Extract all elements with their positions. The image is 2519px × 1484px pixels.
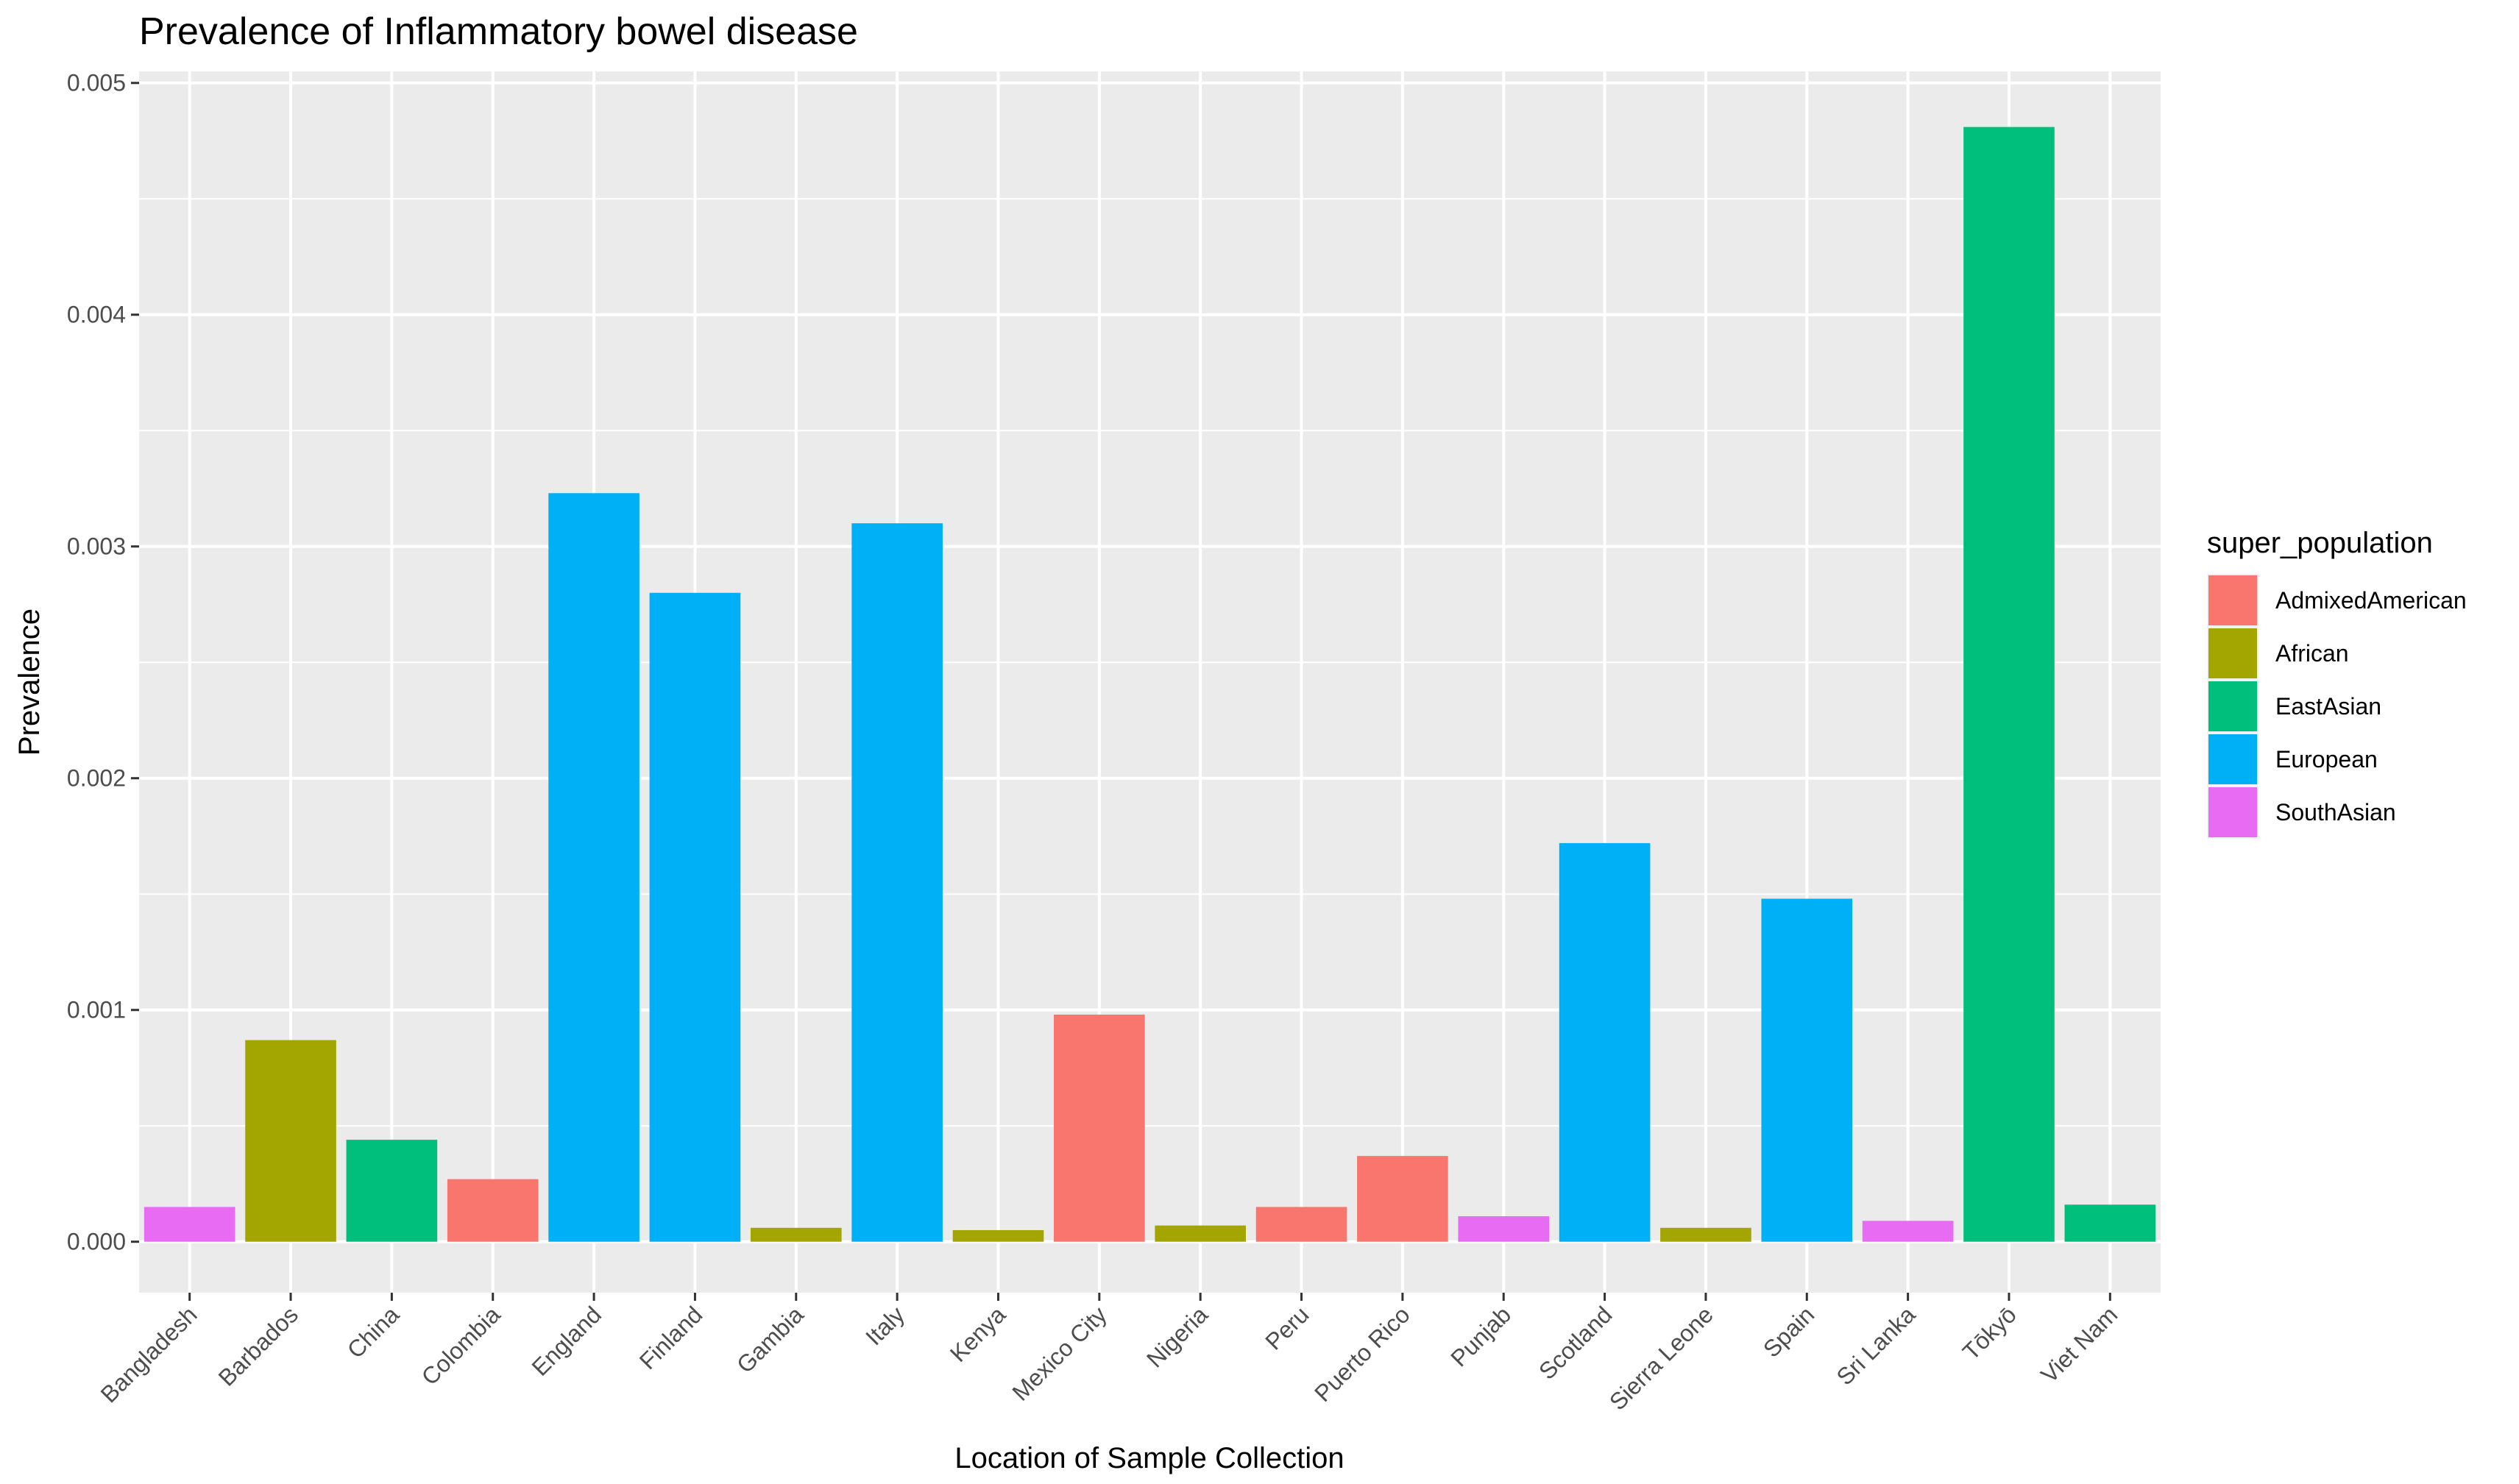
x-axis: Bangladesh Barbados China Colombia England Fi… <box>96 1293 2122 1416</box>
bar-finland <box>649 592 741 1242</box>
bar-mexico-city <box>1054 1015 1145 1242</box>
legend-swatch <box>2208 575 2257 625</box>
y-tick-label: 0.003 <box>67 533 126 560</box>
bar-china <box>346 1140 438 1242</box>
x-tick-label: Tōkyō <box>1958 1301 2022 1365</box>
legend-swatch <box>2208 734 2257 784</box>
bar-t-ky- <box>1963 127 2055 1242</box>
legend-label: European <box>2275 746 2378 773</box>
legend-label: SouthAsian <box>2275 799 2396 826</box>
chart-title: Prevalence of Inflammatory bowel disease <box>139 10 858 53</box>
legend-label: African <box>2275 640 2349 667</box>
x-tick-label: Sri Lanka <box>1832 1301 1921 1390</box>
legend-title: super_population <box>2207 527 2433 559</box>
plot-panel <box>139 71 2161 1293</box>
bar-kenya <box>952 1229 1044 1242</box>
bar-italy <box>851 523 943 1242</box>
x-tick-label: Spain <box>1758 1301 1819 1362</box>
y-axis-title: Prevalence <box>13 608 46 756</box>
bar-spain <box>1761 898 1853 1242</box>
x-tick-label: Sierra Leone <box>1604 1301 1718 1415</box>
legend-swatch <box>2208 787 2257 837</box>
bar-scotland <box>1559 842 1651 1242</box>
x-axis-title: Location of Sample Collection <box>954 1442 1344 1474</box>
bar-sri-lanka <box>1862 1221 1954 1242</box>
bar-viet-nam <box>2064 1204 2156 1242</box>
legend-items: AdmixedAmerican African EastAsian European S… <box>2207 574 2467 839</box>
x-tick-label: Mexico City <box>1007 1301 1111 1405</box>
x-tick-label: Barbados <box>213 1301 303 1391</box>
x-tick-label: England <box>527 1301 606 1380</box>
bar-peru <box>1255 1207 1347 1242</box>
x-tick-label: Bangladesh <box>96 1301 202 1407</box>
y-tick-label: 0.004 <box>67 302 126 328</box>
x-tick-label: Scotland <box>1534 1301 1618 1385</box>
bar-england <box>548 493 640 1242</box>
y-tick-label: 0.000 <box>67 1229 126 1255</box>
bar-puerto-rico <box>1357 1156 1448 1242</box>
bar-bangladesh <box>144 1207 235 1242</box>
legend-swatch <box>2208 681 2257 731</box>
bar-punjab <box>1458 1216 1550 1242</box>
bar-barbados <box>245 1040 336 1242</box>
legend-label: EastAsian <box>2275 693 2381 720</box>
x-tick-label: Viet Nam <box>2036 1301 2122 1388</box>
y-tick-label: 0.005 <box>67 70 126 96</box>
bar-sierra-leone <box>1660 1227 1751 1242</box>
bars <box>144 127 2156 1242</box>
bar-gambia <box>750 1227 842 1242</box>
x-tick-label: Peru <box>1260 1301 1314 1355</box>
x-tick-label: Kenya <box>945 1301 1011 1367</box>
legend-label: AdmixedAmerican <box>2275 587 2467 614</box>
x-tick-label: Punjab <box>1445 1301 1516 1371</box>
legend: super_population AdmixedAmerican African E… <box>2207 527 2467 839</box>
x-tick-label: Italy <box>860 1301 910 1350</box>
x-tick-label: Colombia <box>417 1301 506 1390</box>
y-tick-label: 0.001 <box>67 997 126 1023</box>
x-tick-label: Finland <box>634 1301 708 1374</box>
x-tick-label: Nigeria <box>1141 1301 1213 1372</box>
y-tick-label: 0.002 <box>67 765 126 792</box>
x-tick-label: Gambia <box>731 1301 809 1378</box>
x-tick-label: China <box>342 1301 405 1363</box>
bar-colombia <box>447 1179 539 1242</box>
legend-swatch <box>2208 628 2257 678</box>
bar-nigeria <box>1155 1225 1246 1242</box>
x-tick-label: Puerto Rico <box>1309 1301 1415 1407</box>
y-axis: 0.000 0.001 0.002 0.003 0.004 0.005 <box>67 70 139 1255</box>
